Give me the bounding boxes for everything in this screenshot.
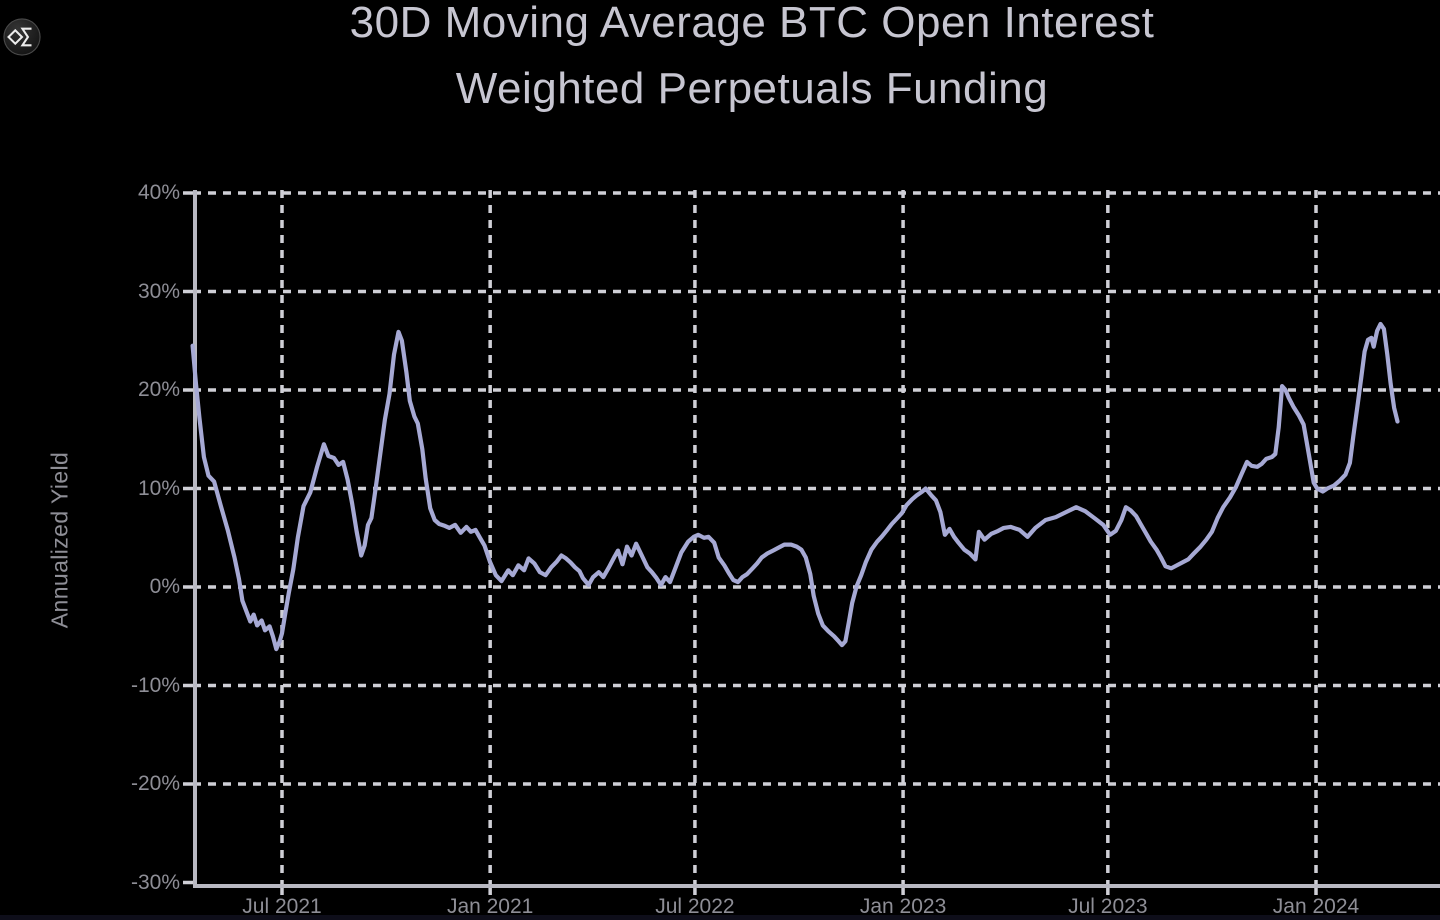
chart-title: 30D Moving Average BTC Open Interest Wei… [64,0,1440,122]
y-tick-label: 20% [137,378,180,401]
app-logo[interactable] [3,18,41,56]
chart-title-line1: 30D Moving Average BTC Open Interest [349,0,1155,47]
y-tick-label: 0% [149,575,180,598]
x-tick-label: Jul 2021 [242,895,322,918]
x-tick-label: Jul 2022 [655,895,735,918]
y-tick-label: 30% [137,279,180,303]
y-tick-label: -10% [130,673,180,697]
diamond-glyph [7,28,24,46]
y-tick-label: -20% [130,772,180,795]
sigma-glyph [20,27,32,47]
y-tick-label: -30% [130,870,180,894]
chart-title-line2: Weighted Perpetuals Funding [455,64,1049,113]
sigma-diamond-logo-icon [3,18,41,56]
bottom-edge-strip [0,915,1440,920]
y-tick-label: 10% [137,476,180,500]
x-tick-label: Jan 2023 [859,895,947,918]
x-tick-label: Jan 2024 [1272,895,1360,918]
x-tick-label: Jan 2021 [446,895,534,918]
x-tick-label: Jul 2023 [1068,895,1148,918]
y-tick-label: 40% [137,181,180,204]
series-line [190,321,1400,652]
